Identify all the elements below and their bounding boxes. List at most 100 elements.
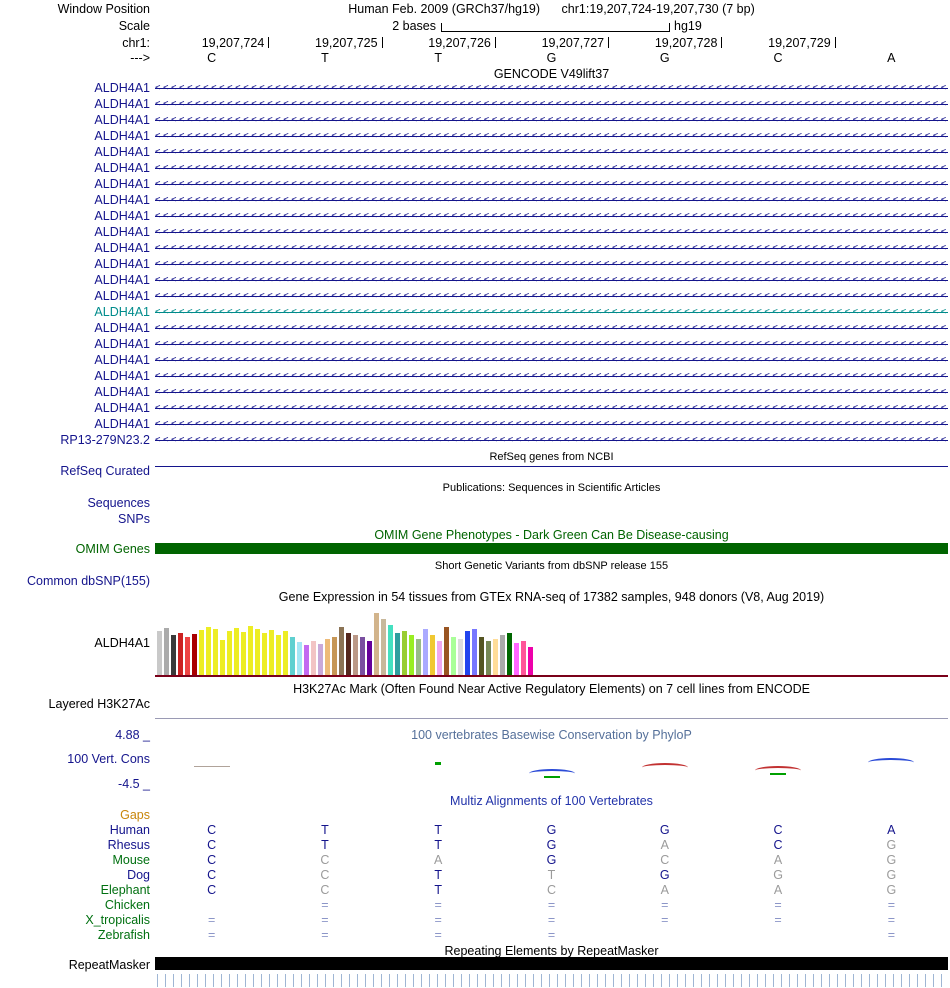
- gene-transcript-line[interactable]: <<<<<<<<<<<<<<<<<<<<<<<<<<<<<<<<<<<<<<<<…: [155, 144, 948, 160]
- gtex-bar[interactable]: [213, 629, 218, 675]
- gene-transcript-line[interactable]: <<<<<<<<<<<<<<<<<<<<<<<<<<<<<<<<<<<<<<<<…: [155, 416, 948, 432]
- gene-transcript-line[interactable]: <<<<<<<<<<<<<<<<<<<<<<<<<<<<<<<<<<<<<<<<…: [155, 432, 948, 448]
- gene-transcript-line[interactable]: <<<<<<<<<<<<<<<<<<<<<<<<<<<<<<<<<<<<<<<<…: [155, 192, 948, 208]
- species-label-human[interactable]: Human: [109, 823, 150, 837]
- gtex-bar[interactable]: [437, 641, 442, 675]
- gene-transcript-line[interactable]: <<<<<<<<<<<<<<<<<<<<<<<<<<<<<<<<<<<<<<<<…: [155, 288, 948, 304]
- gtex-bar[interactable]: [241, 632, 246, 675]
- species-label-rhesus[interactable]: Rhesus: [107, 838, 150, 852]
- gtex-bar[interactable]: [472, 629, 477, 675]
- dbsnp-label[interactable]: Common dbSNP(155): [27, 574, 150, 588]
- gtex-bar[interactable]: [325, 639, 330, 675]
- gene-transcript-line[interactable]: <<<<<<<<<<<<<<<<<<<<<<<<<<<<<<<<<<<<<<<<…: [155, 384, 948, 400]
- gtex-bar[interactable]: [493, 639, 498, 675]
- gtex-bar[interactable]: [192, 634, 197, 675]
- gtex-bar[interactable]: [416, 639, 421, 675]
- gene-row-label[interactable]: ALDH4A1: [94, 321, 150, 335]
- gtex-bar[interactable]: [521, 641, 526, 675]
- gaps-label[interactable]: Gaps: [120, 808, 150, 822]
- gtex-bar[interactable]: [409, 635, 414, 675]
- gtex-bar[interactable]: [276, 635, 281, 675]
- species-label-x-tropicalis[interactable]: X_tropicalis: [85, 913, 150, 927]
- gene-transcript-line[interactable]: <<<<<<<<<<<<<<<<<<<<<<<<<<<<<<<<<<<<<<<<…: [155, 304, 948, 320]
- gene-transcript-line[interactable]: <<<<<<<<<<<<<<<<<<<<<<<<<<<<<<<<<<<<<<<<…: [155, 368, 948, 384]
- gtex-gene-label[interactable]: ALDH4A1: [94, 636, 150, 650]
- species-label-elephant[interactable]: Elephant: [100, 883, 150, 897]
- gtex-bar[interactable]: [157, 631, 162, 675]
- gtex-bar[interactable]: [444, 627, 449, 675]
- gene-transcript-line[interactable]: <<<<<<<<<<<<<<<<<<<<<<<<<<<<<<<<<<<<<<<<…: [155, 112, 948, 128]
- gtex-bar[interactable]: [171, 635, 176, 675]
- gene-row-label[interactable]: ALDH4A1: [94, 353, 150, 367]
- gtex-bar[interactable]: [479, 637, 484, 675]
- gene-transcript-line[interactable]: <<<<<<<<<<<<<<<<<<<<<<<<<<<<<<<<<<<<<<<<…: [155, 80, 948, 96]
- gtex-bar[interactable]: [283, 631, 288, 675]
- gene-transcript-line[interactable]: <<<<<<<<<<<<<<<<<<<<<<<<<<<<<<<<<<<<<<<<…: [155, 224, 948, 240]
- gene-row-label[interactable]: ALDH4A1: [94, 161, 150, 175]
- gtex-bar[interactable]: [297, 642, 302, 675]
- sequences-label[interactable]: Sequences: [87, 496, 150, 510]
- gtex-bar[interactable]: [514, 643, 519, 675]
- gene-row-label[interactable]: ALDH4A1: [94, 401, 150, 415]
- gtex-bar[interactable]: [304, 645, 309, 675]
- gene-transcript-line[interactable]: <<<<<<<<<<<<<<<<<<<<<<<<<<<<<<<<<<<<<<<<…: [155, 96, 948, 112]
- gene-transcript-line[interactable]: <<<<<<<<<<<<<<<<<<<<<<<<<<<<<<<<<<<<<<<<…: [155, 352, 948, 368]
- gtex-bar[interactable]: [269, 630, 274, 675]
- gtex-bar[interactable]: [290, 637, 295, 675]
- gtex-bar[interactable]: [262, 633, 267, 675]
- omim-genes-bar[interactable]: [155, 543, 948, 554]
- gene-row-label[interactable]: ALDH4A1: [94, 337, 150, 351]
- gene-row-label[interactable]: RP13-279N23.2: [60, 433, 150, 447]
- repeatmasker-label[interactable]: RepeatMasker: [68, 958, 150, 972]
- gene-transcript-line[interactable]: <<<<<<<<<<<<<<<<<<<<<<<<<<<<<<<<<<<<<<<<…: [155, 176, 948, 192]
- gene-row-label[interactable]: ALDH4A1: [94, 369, 150, 383]
- gene-row-label[interactable]: ALDH4A1: [94, 97, 150, 111]
- gene-row-label[interactable]: ALDH4A1: [94, 241, 150, 255]
- gtex-bar[interactable]: [374, 613, 379, 675]
- h3k27ac-label[interactable]: Layered H3K27Ac: [48, 697, 150, 711]
- gene-transcript-line[interactable]: <<<<<<<<<<<<<<<<<<<<<<<<<<<<<<<<<<<<<<<<…: [155, 208, 948, 224]
- refseq-gene-line[interactable]: [155, 466, 948, 467]
- gene-transcript-line[interactable]: <<<<<<<<<<<<<<<<<<<<<<<<<<<<<<<<<<<<<<<<…: [155, 400, 948, 416]
- gtex-bar[interactable]: [395, 633, 400, 675]
- gene-row-label[interactable]: ALDH4A1: [94, 193, 150, 207]
- species-label-dog[interactable]: Dog: [127, 868, 150, 882]
- gene-row-label[interactable]: ALDH4A1: [94, 273, 150, 287]
- gene-row-label[interactable]: ALDH4A1: [94, 177, 150, 191]
- gtex-bar[interactable]: [353, 635, 358, 675]
- gtex-bar[interactable]: [507, 633, 512, 675]
- gene-transcript-line[interactable]: <<<<<<<<<<<<<<<<<<<<<<<<<<<<<<<<<<<<<<<<…: [155, 336, 948, 352]
- gene-row-label[interactable]: ALDH4A1: [94, 129, 150, 143]
- gtex-bar[interactable]: [339, 627, 344, 675]
- gtex-bar[interactable]: [248, 626, 253, 675]
- conservation-label[interactable]: 100 Vert. Cons: [67, 752, 150, 766]
- gtex-bar[interactable]: [164, 628, 169, 675]
- gene-transcript-line[interactable]: <<<<<<<<<<<<<<<<<<<<<<<<<<<<<<<<<<<<<<<<…: [155, 272, 948, 288]
- gene-row-label[interactable]: ALDH4A1: [94, 385, 150, 399]
- repeatmasker-bar[interactable]: [155, 957, 948, 970]
- gtex-bar[interactable]: [528, 647, 533, 675]
- gtex-bar[interactable]: [430, 635, 435, 675]
- omim-genes-label[interactable]: OMIM Genes: [75, 542, 150, 556]
- gene-row-label[interactable]: ALDH4A1: [94, 145, 150, 159]
- gene-row-label[interactable]: ALDH4A1: [94, 209, 150, 223]
- species-label-chicken[interactable]: Chicken: [104, 898, 150, 912]
- gtex-bar[interactable]: [367, 641, 372, 675]
- gtex-bar[interactable]: [178, 633, 183, 675]
- gtex-bar[interactable]: [381, 619, 386, 675]
- gtex-bar[interactable]: [206, 627, 211, 675]
- gene-row-label[interactable]: ALDH4A1: [94, 305, 150, 319]
- gene-transcript-line[interactable]: <<<<<<<<<<<<<<<<<<<<<<<<<<<<<<<<<<<<<<<<…: [155, 160, 948, 176]
- gene-transcript-line[interactable]: <<<<<<<<<<<<<<<<<<<<<<<<<<<<<<<<<<<<<<<<…: [155, 320, 948, 336]
- gene-transcript-line[interactable]: <<<<<<<<<<<<<<<<<<<<<<<<<<<<<<<<<<<<<<<<…: [155, 128, 948, 144]
- gtex-bar[interactable]: [465, 631, 470, 675]
- gtex-bar[interactable]: [318, 644, 323, 675]
- gene-row-label[interactable]: ALDH4A1: [94, 225, 150, 239]
- gtex-bar[interactable]: [458, 639, 463, 675]
- gtex-bar[interactable]: [255, 629, 260, 675]
- species-label-zebrafish[interactable]: Zebrafish: [97, 928, 150, 942]
- species-label-mouse[interactable]: Mouse: [112, 853, 150, 867]
- gtex-bar[interactable]: [402, 631, 407, 675]
- gene-row-label[interactable]: ALDH4A1: [94, 417, 150, 431]
- gene-row-label[interactable]: ALDH4A1: [94, 257, 150, 271]
